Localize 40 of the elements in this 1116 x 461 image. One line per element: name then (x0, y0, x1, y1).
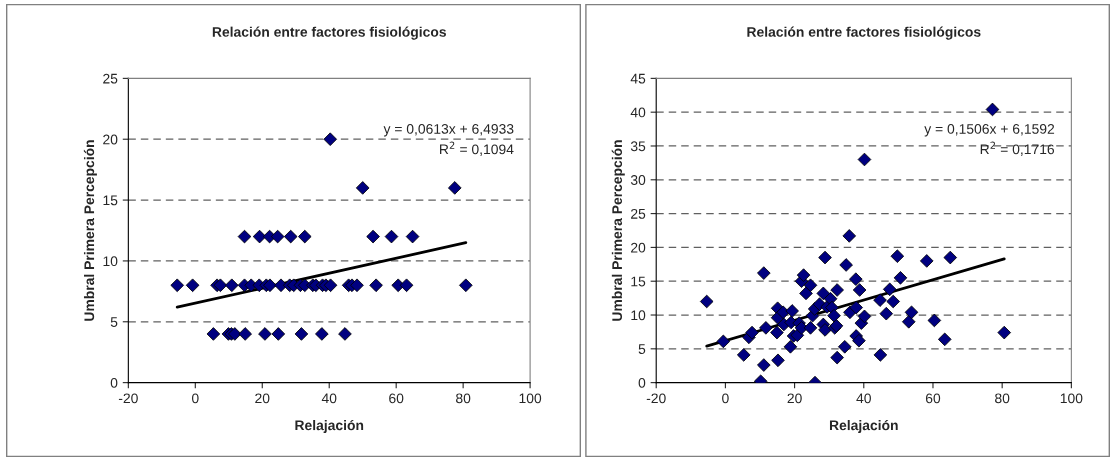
x-tick-label: 80 (456, 393, 471, 404)
y-tick-label: 20 (103, 134, 118, 145)
y-tick-label: 45 (630, 73, 646, 84)
y-tick-label: 10 (103, 256, 118, 267)
chart-title: Relación entre factores fisiológicos (212, 26, 446, 40)
x-tick-label: -20 (118, 393, 138, 404)
y-tick-label: 10 (631, 310, 646, 321)
y-tick-label: 5 (110, 317, 118, 327)
annotation: y = 0,1506x + 6,1592 (924, 123, 1055, 137)
y-tick-label: 15 (103, 195, 118, 206)
x-tick-label: -20 (646, 393, 666, 404)
x-axis-title: Relajación (295, 419, 364, 433)
x-tick-label: 20 (255, 393, 270, 404)
y-tick-label: 25 (631, 208, 646, 219)
annotation: R$^{2}$ = 0,1716 (980, 141, 1055, 156)
x-tick-label: 60 (925, 393, 941, 404)
y-tick-label: 30 (630, 175, 646, 185)
y-tick-label: 20 (631, 242, 646, 253)
x-tick-label: 40 (321, 393, 337, 404)
x-axis-title: Relajación (829, 419, 898, 433)
x-tick-label: 100 (1060, 393, 1083, 404)
x-tick-label: 80 (995, 393, 1010, 404)
annotation: R$^{2}$ = 0,1094 (440, 141, 514, 156)
x-tick-label: 0 (722, 393, 729, 404)
y-tick-label: 0 (110, 377, 118, 388)
y-axis-title: Umbral Primera Percepción (83, 140, 97, 321)
x-tick-label: 60 (389, 393, 404, 404)
y-axis-title: Umbral Primera Percepción (611, 140, 625, 321)
x-tick-label: 0 (191, 393, 199, 404)
y-tick-label: 25 (103, 73, 118, 84)
y-tick-label: 0 (638, 377, 646, 388)
x-tick-label: 20 (787, 393, 802, 404)
annotation: y = 0,0613x + 6,4933 (383, 123, 514, 137)
x-tick-label: 100 (519, 393, 542, 404)
y-tick-label: 5 (638, 344, 646, 354)
x-tick-label: 40 (856, 393, 871, 404)
y-tick-label: 15 (631, 276, 646, 287)
y-tick-label: 40 (630, 107, 646, 118)
y-tick-label: 35 (630, 141, 646, 152)
chart-title: Relación entre factores fisiológicos (747, 26, 981, 40)
